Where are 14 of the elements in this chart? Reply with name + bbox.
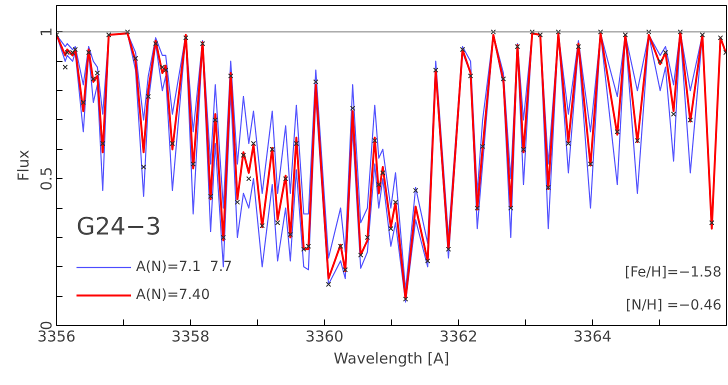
x-tick-label: 3360: [305, 328, 344, 346]
legend-label: A(N)=7.1 7.7: [136, 259, 232, 275]
x-tick-label: 3364: [573, 328, 612, 346]
x-axis-title: Wavelength [A]: [334, 350, 450, 368]
y-axis-title: Flux: [14, 150, 32, 182]
y-tick-label: 0: [38, 320, 56, 330]
annotation: [N/H] =−0.46: [626, 298, 722, 314]
annotation: [Fe/H]=−1.58: [624, 264, 722, 280]
y-tick-label: 0.5: [38, 166, 56, 191]
annotation: G24−3: [76, 212, 162, 240]
x-tick-label: 3358: [171, 328, 210, 346]
x-tick-label: 3362: [439, 328, 478, 346]
legend-label: A(N)=7.40: [136, 287, 210, 303]
y-tick-label: 1: [38, 27, 56, 37]
